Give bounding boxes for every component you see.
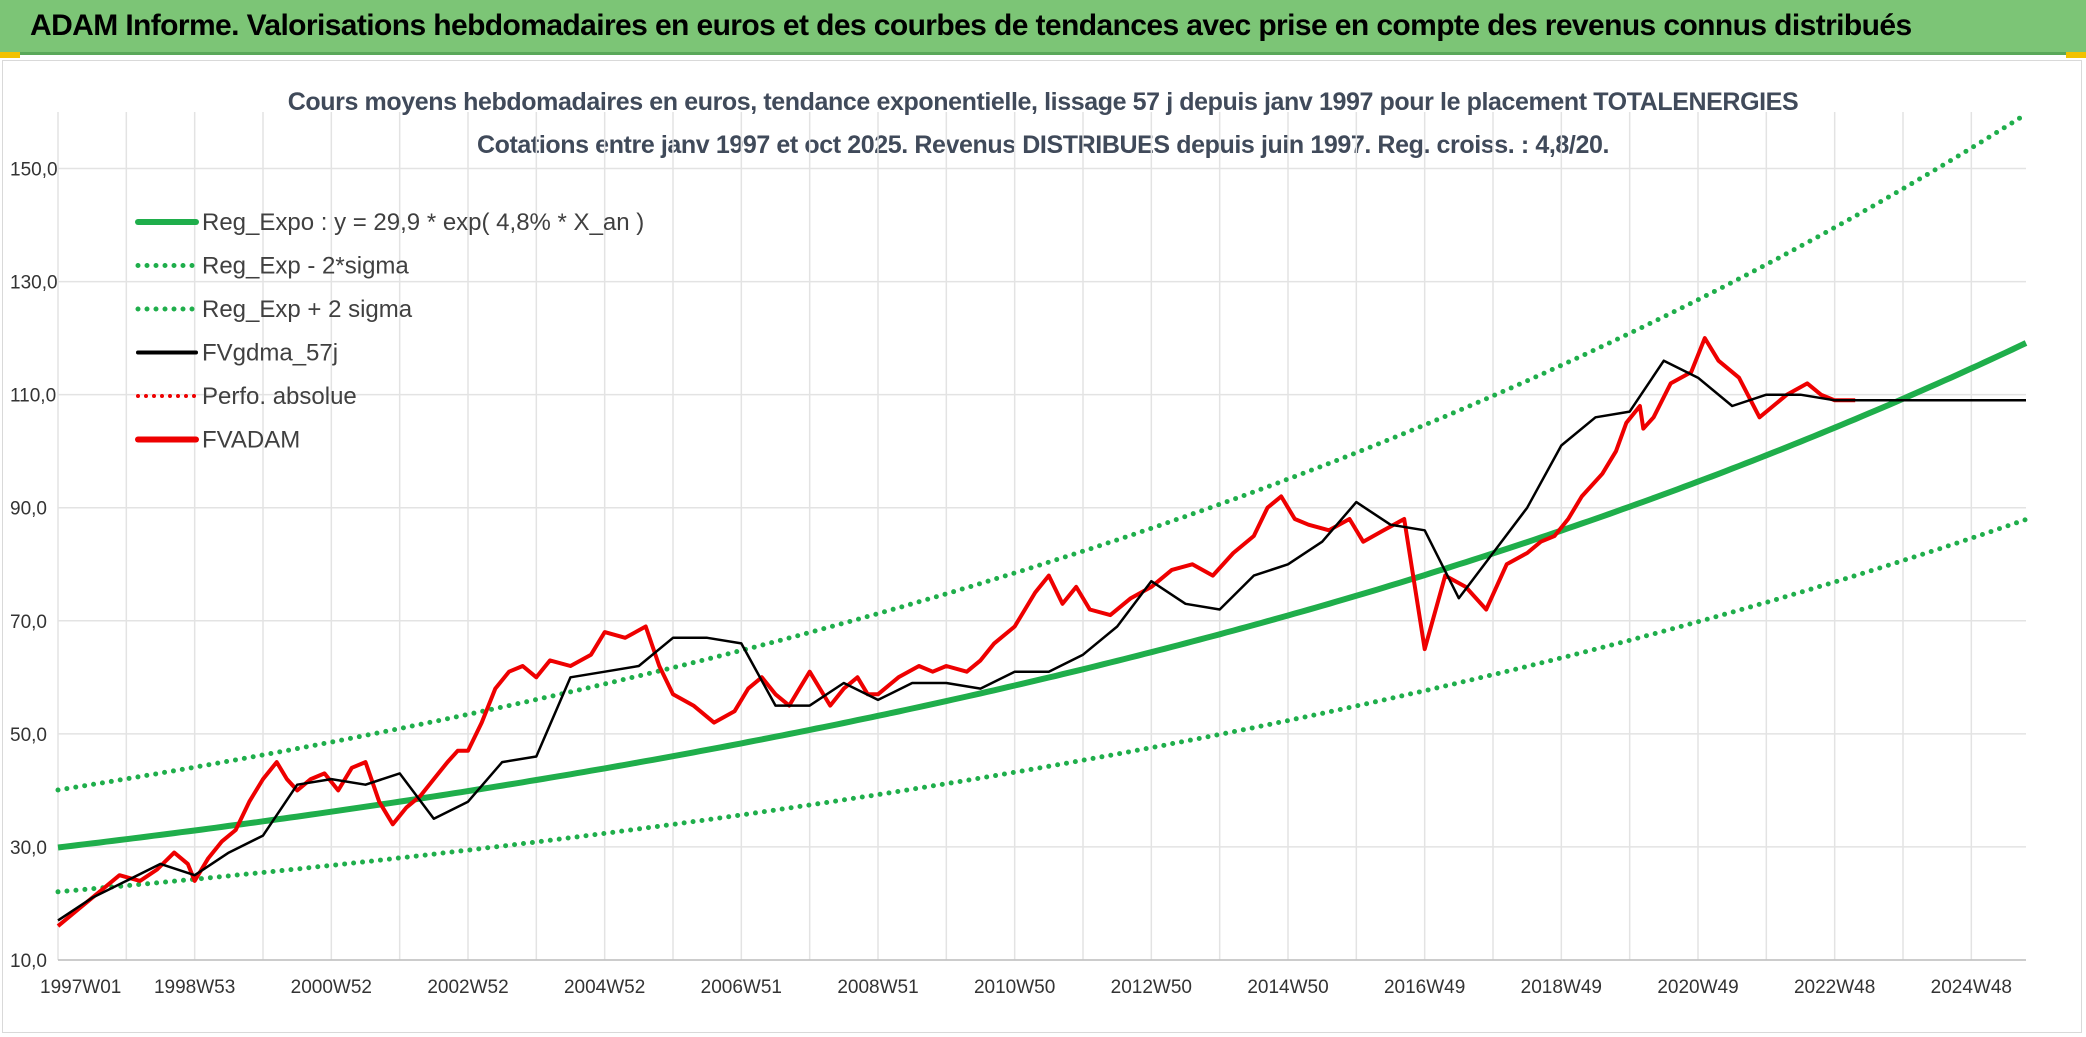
legend-label: Reg_Expo : y = 29,9 * exp( 4,8% * X_an )	[202, 209, 644, 236]
y-tick-label: 30,0	[10, 838, 47, 859]
x-tick-label: 1998W53	[154, 977, 235, 998]
x-tick-label: 2002W52	[427, 977, 508, 998]
y-tick-label: 10,0	[10, 951, 47, 972]
chart-title: Cours moyens hebdomadaires en euros, ten…	[287, 88, 1799, 116]
x-tick-label: 2008W51	[837, 977, 918, 998]
x-tick-label: 2020W49	[1657, 977, 1738, 998]
series-layer	[56, 336, 2026, 928]
grid-layer	[57, 112, 2026, 961]
report-title: ADAM Informe. Valorisations hebdomadaire…	[30, 9, 1912, 42]
legend-label: FVgdma_57j	[202, 340, 338, 367]
report-banner: ADAM Informe. Valorisations hebdomadaire…	[0, 0, 2086, 55]
y-tick-label: 90,0	[10, 499, 47, 520]
x-tick-label: 2010W50	[974, 977, 1055, 998]
series-reg-expo	[57, 340, 2028, 851]
x-tick-label: 2012W50	[1111, 977, 1192, 998]
legend-label: Perfo. absolue	[202, 383, 357, 410]
x-tick-label: 2024W48	[1931, 977, 2012, 998]
chart-frame	[2, 60, 2082, 1033]
x-tick-label: 2004W52	[564, 977, 645, 998]
legend-label: FVADAM	[202, 427, 300, 454]
x-tick-label: 2006W51	[701, 977, 782, 998]
x-tick-label: 2000W52	[291, 977, 372, 998]
corner-marker-left	[0, 52, 20, 58]
series-reg-exp-minus-2-sigma	[55, 517, 2029, 895]
x-tick-label: 2014W50	[1247, 977, 1328, 998]
legend-label: Reg_Exp - 2*sigma	[202, 253, 409, 280]
y-tick-label: 50,0	[10, 725, 47, 746]
series-fvgdma-57j	[57, 359, 2026, 922]
y-tick-label: 70,0	[10, 612, 47, 633]
x-tick-label: 2018W49	[1521, 977, 1602, 998]
series-fvadam	[56, 336, 1856, 928]
trend-layer	[55, 111, 2029, 895]
x-tick-label: 1997W01	[40, 977, 121, 998]
chart-subtitle: Cotations entre janv 1997 et oct 2025. R…	[476, 131, 1610, 159]
chart-legend: Reg_Expo : y = 29,9 * exp( 4,8% * X_an )…	[135, 209, 644, 454]
y-tick-label: 110,0	[10, 386, 56, 407]
axis-layer: 10,0 30,0 50,0 70,0 90,0 110,0 130,0 150,0 1997W…	[10, 160, 2026, 998]
y-tick-label: 150,0	[10, 160, 58, 181]
corner-marker-right	[2066, 52, 2086, 58]
series-reg-exp-plus-2-sigma	[55, 111, 2029, 793]
y-tick-label: 130,0	[10, 273, 58, 294]
legend-label: Reg_Exp + 2 sigma	[202, 296, 413, 323]
x-tick-label: 2022W48	[1794, 977, 1875, 998]
x-tick-label: 2016W49	[1384, 977, 1465, 998]
